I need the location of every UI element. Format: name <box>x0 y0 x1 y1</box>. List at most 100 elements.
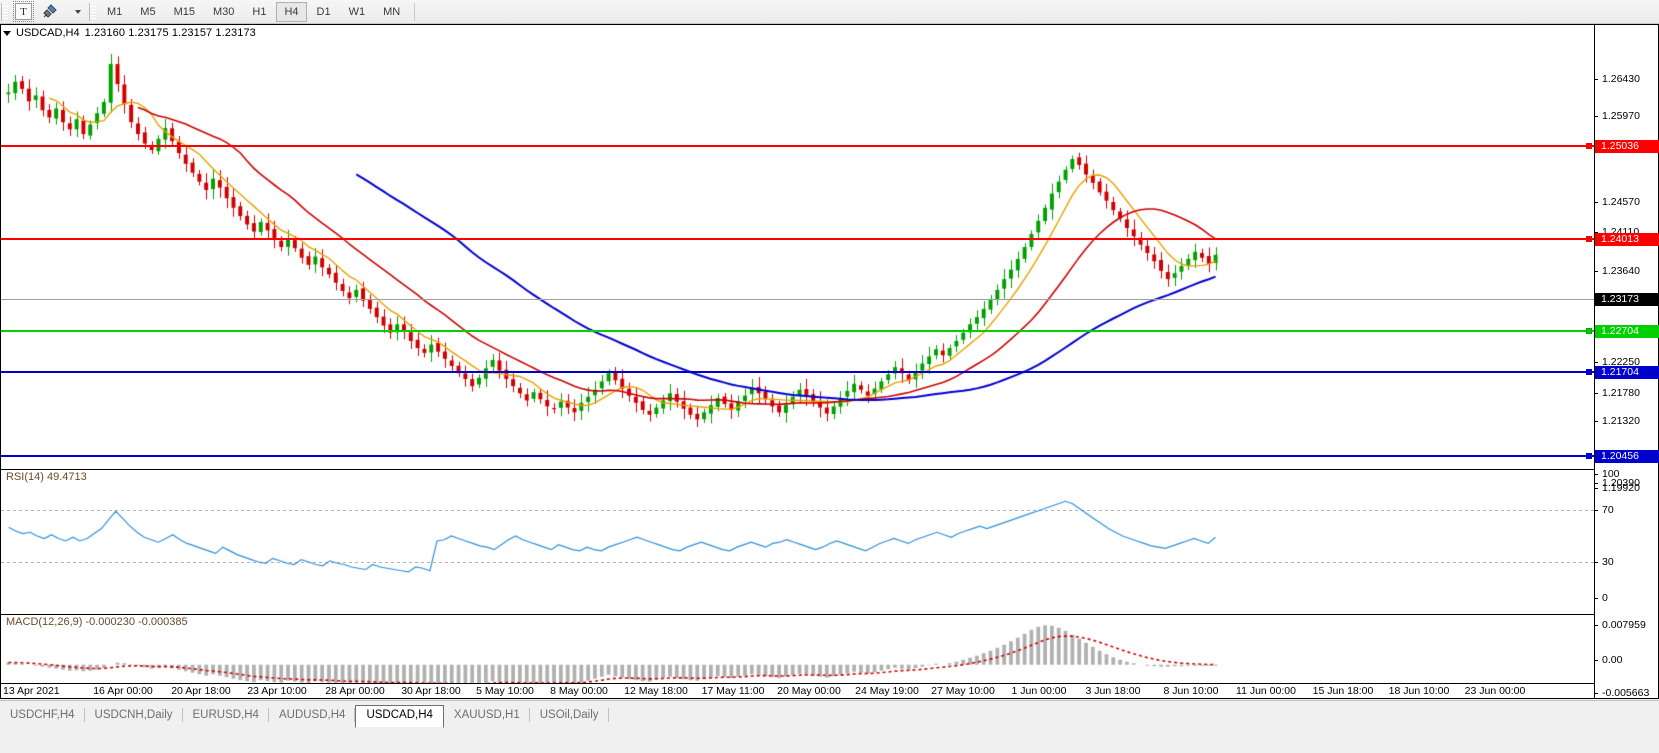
symbol-tab-label: USDCHF,H4 <box>10 709 75 721</box>
symbol-tab-label: USDCNH,Daily <box>94 709 173 721</box>
price-axis-tick: 1.23640 <box>1595 265 1658 277</box>
tab-separator <box>528 708 530 722</box>
timeframe-m15[interactable]: M15 <box>173 5 195 18</box>
price-axis-badge-125036[interactable]: 1.25036 <box>1595 139 1659 153</box>
price-axis[interactable]: 1.264301.259701.255001.245701.241101.236… <box>1594 25 1659 699</box>
price-axis-tick: 1.26430 <box>1595 73 1658 85</box>
chart-symbol-header: USDCAD,H4 1.23160 1.23175 1.23157 1.2317… <box>3 27 256 39</box>
time-axis-label: 23 Jun 00:00 <box>1464 685 1526 697</box>
level-handle[interactable] <box>1586 453 1592 459</box>
current-price-line <box>1 299 1594 300</box>
time-axis-label: 13 Apr 2021 <box>3 685 60 697</box>
time-axis-label: 20 Apr 18:00 <box>171 685 231 697</box>
price-axis-tick: 1.20390 <box>1595 477 1658 489</box>
time-axis-label: 12 May 18:00 <box>624 685 688 697</box>
timeframe-group-drag-handle[interactable] <box>89 2 96 21</box>
level-handle[interactable] <box>1586 369 1592 375</box>
chart-ohlc-quotes: 1.23160 1.23175 1.23157 1.23173 <box>84 27 256 39</box>
time-axis-label: 18 Jun 10:00 <box>1388 685 1450 697</box>
time-axis-label: 17 May 11:00 <box>701 685 765 697</box>
level-line-122704[interactable] <box>1 328 1594 334</box>
price-axis-tick: 1.21320 <box>1595 415 1658 427</box>
price-axis-badge-124013[interactable]: 1.24013 <box>1595 232 1659 246</box>
price-axis-badge-120456[interactable]: 1.20456 <box>1595 449 1659 463</box>
time-axis-label: 24 May 19:00 <box>855 685 919 697</box>
timeframe-m30[interactable]: M30 <box>212 5 235 18</box>
time-axis-label: 15 Jun 18:00 <box>1312 685 1374 697</box>
time-axis-label: 5 May 10:00 <box>476 685 534 697</box>
level-handle[interactable] <box>1586 328 1592 334</box>
price-candles-canvas <box>1 25 1594 468</box>
price-axis-tick: 1.21780 <box>1595 387 1658 399</box>
rsi-axis-tick: 30 <box>1595 556 1614 568</box>
rsi-axis-tick: 100 <box>1595 468 1620 480</box>
time-axis-label: 30 Apr 18:00 <box>401 685 461 697</box>
time-axis-label: 3 Jun 18:00 <box>1085 685 1141 697</box>
time-axis-label: 11 Jun 00:00 <box>1236 685 1296 697</box>
time-axis-label: 20 May 00:00 <box>777 685 841 697</box>
timeframe-buttons: M1 M5 M15 M30 H1 H4 D1 W1 MN <box>98 1 409 22</box>
chevron-down-icon <box>74 9 81 14</box>
price-axis-badge-123173[interactable]: 1.23173 <box>1595 292 1659 306</box>
timeframe-w1[interactable]: W1 <box>348 5 366 18</box>
chart-window[interactable]: USDCAD,H4 1.23160 1.23175 1.23157 1.2317… <box>0 24 1659 699</box>
symbol-tab-label: USOil,Daily <box>539 709 599 721</box>
chart-symbol-tabs: USDCHF,H4 USDCNH,Daily EURUSD,H4 AUDUSD,… <box>0 700 1659 753</box>
text-tool-button[interactable]: T <box>11 1 36 22</box>
macd-axis-tick: 0.00 <box>1595 654 1622 666</box>
rsi-axis-tick: 0 <box>1595 592 1608 604</box>
time-axis-label: 8 Jun 10:00 <box>1163 685 1219 697</box>
crosshair-objects-button[interactable] <box>38 2 63 22</box>
timeframe-h1[interactable]: H1 <box>252 5 267 18</box>
price-axis-tick: 1.24570 <box>1595 196 1658 208</box>
tab-separator <box>607 708 609 722</box>
rsi-indicator-label: RSI(14) 49.4713 <box>6 471 87 483</box>
price-axis-badge-121704[interactable]: 1.21704 <box>1595 365 1659 379</box>
time-axis-label: 8 May 00:00 <box>550 685 608 697</box>
chart-menu-caret-icon[interactable] <box>3 30 11 36</box>
level-handle[interactable] <box>1586 143 1592 149</box>
time-axis-label: 27 May 10:00 <box>931 685 995 697</box>
rsi-axis-tick: 70 <box>1595 504 1614 516</box>
time-axis[interactable]: 13 Apr 2021 16 Apr 00:00 20 Apr 18:00 23 Ap… <box>1 683 1594 698</box>
symbol-tab-label: EURUSD,H4 <box>192 709 259 721</box>
symbol-tab-label: AUDUSD,H4 <box>278 709 346 721</box>
tab-separator <box>181 708 183 722</box>
text-tool-label: T <box>13 1 34 22</box>
level-handle[interactable] <box>1586 236 1592 242</box>
symbol-tab-label: XAUUSD,H1 <box>453 709 520 721</box>
symbol-tab-usdchf-h4[interactable]: USDCHF,H4 <box>0 705 85 727</box>
time-axis-label: 23 Apr 10:00 <box>247 685 307 697</box>
timeframe-m5[interactable]: M5 <box>140 5 156 18</box>
tab-separator <box>83 708 85 722</box>
symbol-tab-usoil-daily[interactable]: USOil,Daily <box>530 705 609 727</box>
timeframe-mn[interactable]: MN <box>383 5 401 18</box>
symbol-tab-audusd-h4[interactable]: AUDUSD,H4 <box>269 705 356 727</box>
symbol-tab-label: USDCAD,H4 <box>366 709 433 721</box>
price-axis-badge-122704[interactable]: 1.22704 <box>1595 324 1659 338</box>
objects-dropdown-button[interactable] <box>65 2 87 22</box>
rsi-pane[interactable]: RSI(14) 49.4713 <box>1 469 1594 613</box>
level-line-124013[interactable] <box>1 236 1594 242</box>
level-line-121704[interactable] <box>1 369 1594 375</box>
price-pane[interactable] <box>1 25 1594 468</box>
rsi-line-canvas <box>1 470 1594 613</box>
symbol-tab-eurusd-h4[interactable]: EURUSD,H4 <box>183 705 269 727</box>
level-line-120456[interactable] <box>1 453 1594 459</box>
symbol-tab-usdcad-h4[interactable]: USDCAD,H4 <box>355 705 444 728</box>
time-axis-label: 1 Jun 00:00 <box>1011 685 1067 697</box>
level-line-125036[interactable] <box>1 143 1594 149</box>
toolbar-drag-handle[interactable] <box>1 2 8 21</box>
timeframe-m1[interactable]: M1 <box>107 5 123 18</box>
timeframe-h4[interactable]: H4 <box>276 1 307 22</box>
price-axis-tick: 1.22250 <box>1595 356 1658 368</box>
time-axis-label: 16 Apr 00:00 <box>93 685 153 697</box>
tab-separator <box>354 708 356 722</box>
symbol-tab-xauusd-h1[interactable]: XAUUSD,H1 <box>444 705 530 727</box>
timeframe-d1[interactable]: D1 <box>316 5 331 18</box>
chart-toolbar: T M1 M5 M15 M30 H1 H4 D1 W1 MN <box>0 0 1659 24</box>
symbol-tab-usdcnh-daily[interactable]: USDCNH,Daily <box>85 705 183 727</box>
time-axis-label: 28 Apr 00:00 <box>325 685 385 697</box>
tab-separator <box>267 708 269 722</box>
macd-axis-tick: 0.007959 <box>1595 619 1646 631</box>
